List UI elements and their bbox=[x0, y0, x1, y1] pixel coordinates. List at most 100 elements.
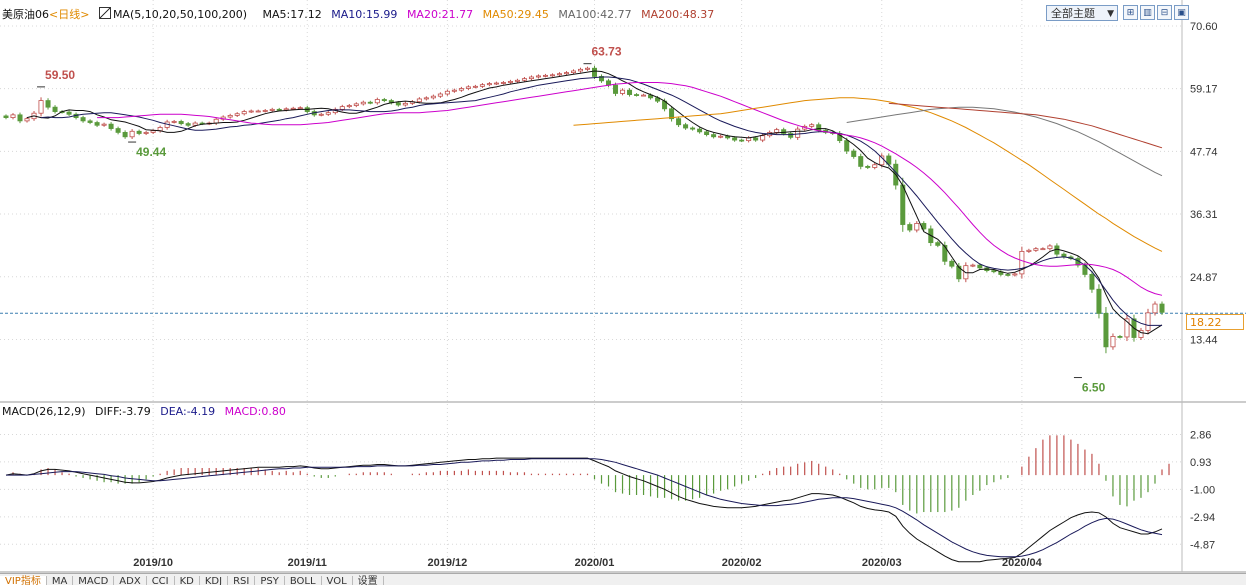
candle-body[interactable] bbox=[171, 121, 177, 123]
candle-body[interactable] bbox=[970, 264, 976, 267]
candle-body[interactable] bbox=[725, 135, 731, 139]
candle-body[interactable] bbox=[851, 150, 857, 157]
candle-body[interactable] bbox=[45, 100, 51, 108]
candle-body[interactable] bbox=[108, 123, 114, 129]
tab-9[interactable]: BOLL bbox=[285, 576, 322, 585]
candle-body[interactable] bbox=[1145, 312, 1151, 331]
layout-grid-button[interactable]: ⊞ bbox=[1123, 5, 1138, 20]
candle-body[interactable] bbox=[577, 68, 583, 72]
candle-body[interactable] bbox=[704, 131, 710, 135]
candle-body[interactable] bbox=[346, 105, 352, 108]
candle-body[interactable] bbox=[942, 244, 948, 262]
candle-body[interactable] bbox=[318, 113, 324, 116]
candle-body[interactable] bbox=[718, 135, 724, 138]
candle-body[interactable] bbox=[788, 133, 794, 138]
tab-0[interactable]: VIP指标 bbox=[0, 576, 47, 585]
candle-body[interactable] bbox=[1110, 336, 1116, 348]
tab-2[interactable]: MACD bbox=[73, 576, 115, 585]
candle-body[interactable] bbox=[620, 89, 626, 94]
candle-body[interactable] bbox=[739, 139, 745, 142]
candle-body[interactable] bbox=[17, 114, 23, 122]
candle-body[interactable] bbox=[143, 131, 149, 134]
candle-body[interactable] bbox=[1047, 245, 1053, 250]
candle-body[interactable] bbox=[178, 121, 184, 125]
candle-body[interactable] bbox=[192, 122, 198, 126]
candle-body[interactable] bbox=[1040, 248, 1046, 251]
candle-body[interactable] bbox=[816, 124, 822, 131]
price-panel[interactable]: 59.50 49.44 63.73 6.50 bbox=[0, 45, 1246, 395]
candle-body[interactable] bbox=[297, 107, 303, 110]
theme-dropdown[interactable]: 全部主题 ▼ bbox=[1046, 5, 1118, 21]
candle-body[interactable] bbox=[465, 86, 471, 89]
candle-body[interactable] bbox=[592, 67, 598, 77]
period-label[interactable]: <日线> bbox=[49, 8, 90, 21]
candle-body[interactable] bbox=[1138, 329, 1144, 338]
candle-body[interactable] bbox=[479, 84, 485, 87]
candle-body[interactable] bbox=[339, 106, 345, 110]
candle-body[interactable] bbox=[507, 80, 513, 83]
candle-body[interactable] bbox=[122, 131, 128, 138]
candle-body[interactable] bbox=[472, 85, 478, 88]
candle-body[interactable] bbox=[360, 101, 366, 105]
candle-body[interactable] bbox=[535, 75, 541, 78]
tab-6[interactable]: KDJ bbox=[200, 576, 229, 585]
candle-body[interactable] bbox=[94, 122, 100, 126]
candle-body[interactable] bbox=[669, 108, 675, 120]
candle-body[interactable] bbox=[66, 111, 72, 115]
candle-body[interactable] bbox=[627, 89, 633, 95]
candle-body[interactable] bbox=[24, 118, 30, 122]
candle-body[interactable] bbox=[900, 184, 906, 225]
candle-body[interactable] bbox=[458, 88, 464, 91]
candle-body[interactable] bbox=[914, 223, 920, 231]
candle-body[interactable] bbox=[570, 70, 576, 74]
candle-body[interactable] bbox=[795, 128, 801, 138]
tab-1[interactable]: MA bbox=[47, 576, 74, 585]
layout-minus-button[interactable]: ⊟ bbox=[1157, 5, 1172, 20]
candle-body[interactable] bbox=[528, 76, 534, 80]
candle-body[interactable] bbox=[290, 107, 296, 110]
candle-body[interactable] bbox=[500, 82, 506, 84]
candle-body[interactable] bbox=[395, 102, 401, 106]
candle-body[interactable] bbox=[683, 124, 689, 129]
candle-body[interactable] bbox=[949, 260, 955, 267]
candle-body[interactable] bbox=[1159, 303, 1165, 313]
candle-body[interactable] bbox=[115, 128, 121, 133]
candle-body[interactable] bbox=[732, 137, 738, 141]
candle-body[interactable] bbox=[956, 265, 962, 280]
candle-body[interactable] bbox=[444, 90, 450, 95]
candle-body[interactable] bbox=[248, 110, 254, 113]
candle-body[interactable] bbox=[136, 130, 142, 134]
candle-body[interactable] bbox=[262, 110, 268, 112]
candle-body[interactable] bbox=[781, 129, 787, 134]
candle-body[interactable] bbox=[52, 106, 58, 112]
candle-body[interactable] bbox=[542, 74, 548, 77]
candle-body[interactable] bbox=[486, 83, 492, 86]
candle-body[interactable] bbox=[774, 129, 780, 133]
candle-body[interactable] bbox=[690, 127, 696, 130]
candle-body[interactable] bbox=[563, 72, 569, 75]
candle-body[interactable] bbox=[437, 93, 443, 97]
candle-body[interactable] bbox=[430, 95, 436, 99]
candle-body[interactable] bbox=[1103, 312, 1109, 348]
candle-body[interactable] bbox=[374, 99, 380, 104]
candle-body[interactable] bbox=[234, 113, 240, 116]
candle-body[interactable] bbox=[227, 114, 233, 118]
candle-body[interactable] bbox=[3, 115, 9, 118]
candle-body[interactable] bbox=[325, 112, 331, 115]
candle-body[interactable] bbox=[977, 264, 983, 269]
candle-body[interactable] bbox=[935, 242, 941, 246]
candle-body[interactable] bbox=[101, 123, 107, 126]
candle-body[interactable] bbox=[809, 124, 815, 127]
candle-body[interactable] bbox=[80, 117, 86, 122]
candle-body[interactable] bbox=[676, 118, 682, 126]
candle-body[interactable] bbox=[241, 111, 247, 115]
candle-body[interactable] bbox=[634, 94, 640, 96]
macd-panel[interactable] bbox=[5, 435, 1170, 563]
candle-body[interactable] bbox=[493, 82, 499, 85]
candle-body[interactable] bbox=[150, 130, 156, 133]
candle-body[interactable] bbox=[556, 73, 562, 76]
candle-body[interactable] bbox=[907, 224, 913, 231]
candle-body[interactable] bbox=[269, 108, 275, 111]
candle-body[interactable] bbox=[697, 128, 703, 133]
tab-11[interactable]: 设置 bbox=[353, 576, 384, 585]
